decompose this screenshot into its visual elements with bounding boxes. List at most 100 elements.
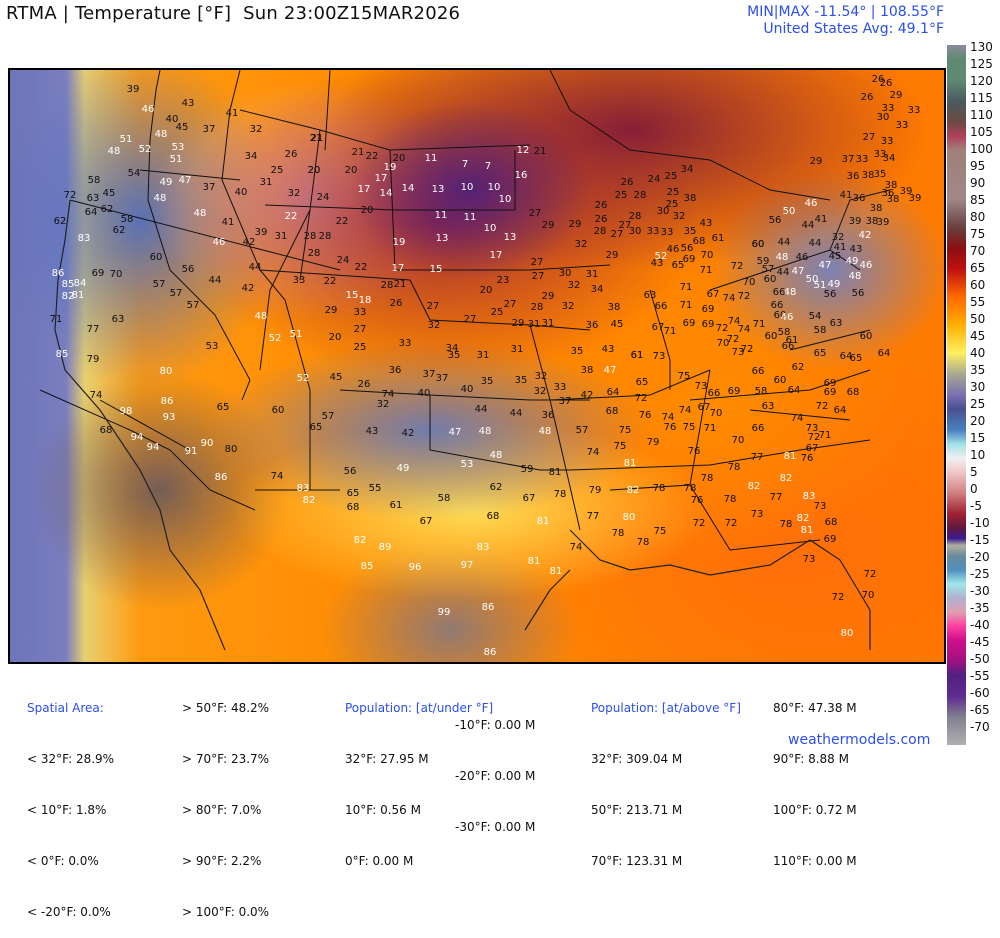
temperature-label: 83 [296, 483, 310, 494]
temperature-label: 60 [859, 331, 873, 342]
temperature-label: 84 [73, 278, 87, 289]
temperature-label: 23 [496, 275, 510, 286]
temperature-label: 25 [665, 199, 679, 210]
temperature-label: 74 [737, 324, 751, 335]
temperature-label: 41 [221, 217, 235, 228]
temperature-label: 72 [740, 344, 754, 355]
site-credit-link[interactable]: weathermodels.com [788, 732, 931, 748]
temperature-label: 27 [463, 314, 477, 325]
temperature-label: 16 [514, 170, 528, 181]
temperature-label: 51 [289, 329, 303, 340]
temperature-label: 11 [434, 210, 448, 221]
temperature-label: 60 [271, 405, 285, 416]
temperature-label: 78 [636, 537, 650, 548]
temperature-label: 86 [51, 268, 65, 279]
temperature-label: 34 [680, 164, 694, 175]
colorbar-tick: -65 [970, 703, 990, 717]
temperature-label: 38 [861, 170, 875, 181]
colorbar-tick: 50 [970, 312, 986, 326]
temperature-label: 77 [586, 511, 600, 522]
temperature-label: 37 [202, 124, 216, 135]
temperature-label: 27 [862, 132, 876, 143]
temperature-label: 69 [823, 378, 837, 389]
colorbar-tick: 20 [970, 414, 986, 428]
pop-above-3: 70°F: 123.31 M [591, 854, 683, 868]
temperature-label: 43 [650, 258, 664, 269]
temperature-label: 72 [692, 518, 706, 529]
temperature-label: 57 [575, 425, 589, 436]
temperature-label: 63 [111, 314, 125, 325]
temperature-label: 34 [590, 284, 604, 295]
temperature-label: 85 [360, 561, 374, 572]
temperature-label: 49 [159, 177, 173, 188]
temperature-label: 80 [224, 444, 238, 455]
spatial-below-3: < 0°F: 0.0% [27, 854, 99, 868]
temperature-label: 35 [570, 346, 584, 357]
temperature-label: 29 [605, 250, 619, 261]
colorbar-tick: 125 [970, 57, 993, 71]
temperature-label: 41 [225, 108, 239, 119]
temperature-label: 31 [527, 319, 541, 330]
temperature-label: 60 [773, 310, 787, 321]
temperature-label: 26 [860, 92, 874, 103]
spatial-below-4: < -20°F: 0.0% [27, 905, 111, 919]
temperature-label: 45 [329, 372, 343, 383]
temperature-label: 82 [353, 535, 367, 546]
temperature-label: 17 [489, 250, 503, 261]
temperature-label: 75 [677, 371, 691, 382]
temperature-label: 28 [593, 226, 607, 237]
colorbar-tick: 65 [970, 261, 986, 275]
colorbar-tick: 30 [970, 380, 986, 394]
temperature-label: 98 [119, 406, 133, 417]
temperature-label: 70 [109, 269, 123, 280]
temperature-label: 39 [254, 227, 268, 238]
temperature-label: 20 [479, 285, 493, 296]
temperature-label: 81 [527, 556, 541, 567]
temperature-label: 85 [55, 349, 69, 360]
temperature-label: 53 [460, 459, 474, 470]
temperature-label: 27 [531, 271, 545, 282]
temperature-label: 80 [159, 366, 173, 377]
temperature-label: 33 [873, 149, 887, 160]
temperature-label: 18 [358, 295, 372, 306]
temperature-label: 15 [345, 290, 359, 301]
temperature-label: 62 [100, 204, 114, 215]
temperature-label: 99 [437, 607, 451, 618]
temperature-label: 74 [569, 542, 583, 553]
temperature-label: 58 [437, 493, 451, 504]
temperature-label: 17 [357, 184, 371, 195]
temperature-label: 71 [679, 282, 693, 293]
temperature-label: 48 [153, 193, 167, 204]
temperature-label: 60 [751, 239, 765, 250]
pop-under-5: -20°F: 0.00 M [455, 769, 536, 783]
temperature-label: 69 [682, 318, 696, 329]
pop-above-1: 32°F: 309.04 M [591, 752, 683, 766]
temperature-label: 29 [541, 291, 555, 302]
temperature-label: 21 [310, 133, 324, 144]
colorbar-tick: 100 [970, 142, 993, 156]
temperature-label: 33 [660, 227, 674, 238]
temperature-label: 64 [839, 351, 853, 362]
temperature-label: 27 [610, 229, 624, 240]
temperature-label: 75 [682, 422, 696, 433]
temperature-label: 82 [302, 495, 316, 506]
temperature-label: 10 [460, 182, 474, 193]
temperature-label: 96 [408, 562, 422, 573]
temperature-label: 33 [398, 338, 412, 349]
temperature-label: 21 [309, 133, 323, 144]
temperature-label: 47 [178, 175, 192, 186]
temperature-label: 7 [484, 161, 492, 172]
colorbar-tick: 45 [970, 329, 986, 343]
temperature-label: 25 [270, 165, 284, 176]
temperature-label: 46 [859, 260, 873, 271]
temperature-label: 51 [813, 280, 827, 291]
temperature-label: 72 [815, 401, 829, 412]
temperature-label: 25 [490, 307, 504, 318]
temperature-label: 78 [723, 494, 737, 505]
temperature-label: 35 [683, 226, 697, 237]
temperature-label: 72 [63, 190, 77, 201]
temperature-label: 22 [323, 276, 337, 287]
temperature-label: 61 [711, 233, 725, 244]
temperature-label: 57 [186, 300, 200, 311]
colorbar-tick: 40 [970, 346, 986, 360]
